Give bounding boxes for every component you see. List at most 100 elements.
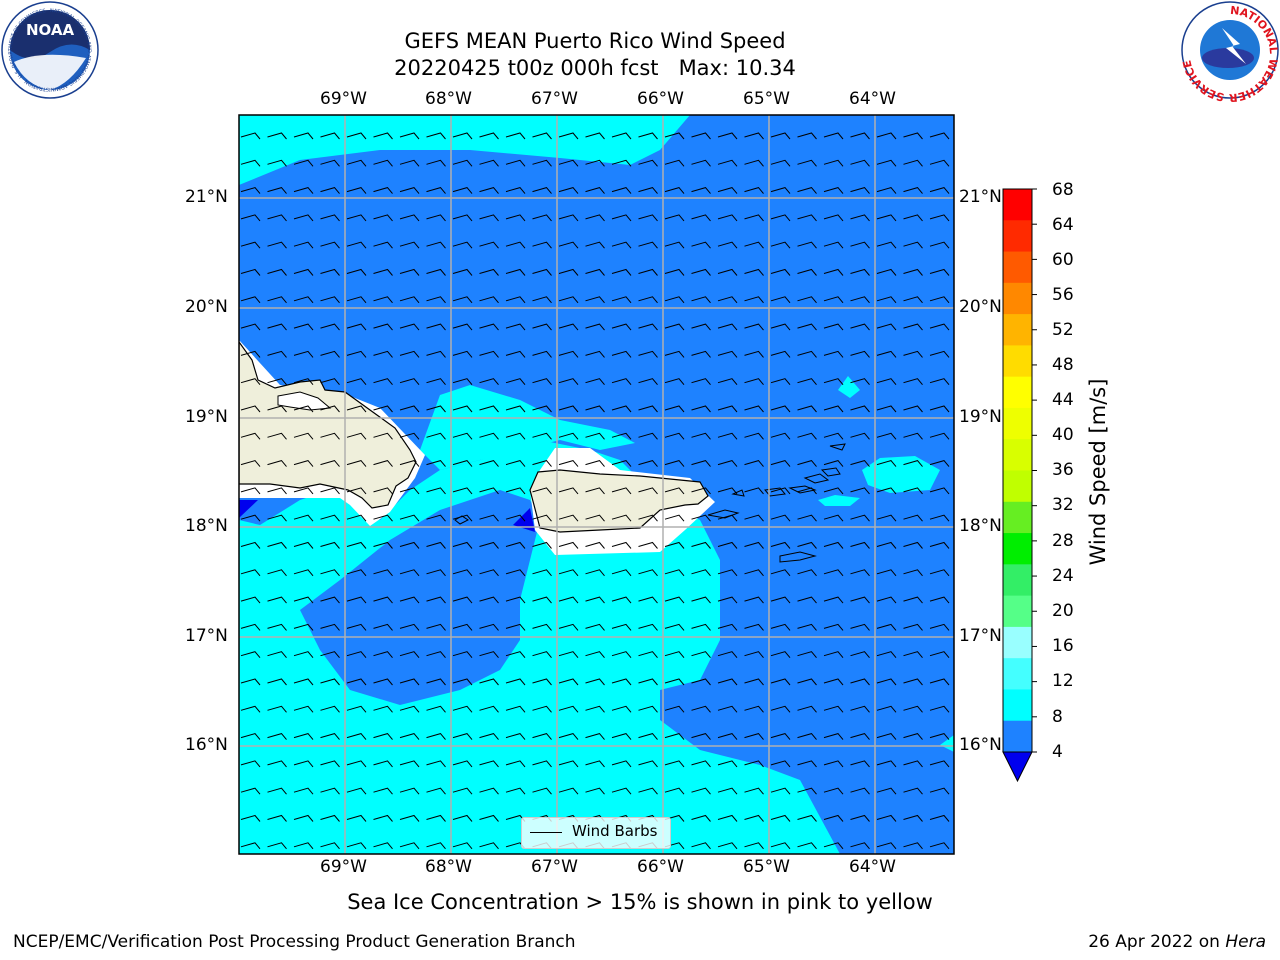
wind-barb [240, 214, 261, 222]
wind-barb [505, 651, 526, 659]
wind-barb [611, 405, 632, 413]
wind-barb [373, 159, 393, 167]
wind-barb [823, 541, 844, 549]
wind-barb [903, 487, 923, 495]
wind-barb [929, 350, 950, 358]
wind-barb [717, 432, 738, 440]
wind-barb [585, 241, 605, 249]
wind-barb [373, 569, 393, 577]
wind-barb [664, 623, 685, 631]
wind-barb [638, 296, 658, 304]
wind-barb [320, 541, 340, 549]
wind-barb [373, 541, 393, 549]
wind-barb [426, 405, 446, 413]
wind-barb [240, 350, 261, 358]
wind-barb [691, 432, 711, 440]
wind-barb [929, 132, 950, 140]
wind-barb [611, 378, 632, 386]
wind-barb [611, 268, 632, 276]
wind-barb [850, 514, 870, 522]
wind-barb [664, 487, 685, 495]
wind-barb [399, 268, 420, 276]
colorbar-tick: 40 [1052, 425, 1074, 445]
colorbar-tick: 12 [1052, 671, 1074, 691]
wind-barb [611, 705, 632, 713]
wind-barb [240, 487, 261, 495]
wind-barb [532, 623, 552, 631]
colorbar-segment [1003, 189, 1032, 221]
wind-barb [479, 159, 499, 167]
wind-barb [717, 651, 738, 659]
wind-barb [585, 651, 605, 659]
wind-barb [585, 705, 605, 713]
wind-barb [479, 132, 499, 140]
wind-barb [770, 651, 791, 659]
wind-barb [611, 596, 632, 604]
wind-barb [240, 623, 261, 631]
wind-barb [823, 296, 844, 304]
wind-barb [558, 678, 579, 686]
wind-barb [823, 760, 844, 768]
wind-barb [664, 432, 685, 440]
wind-barb [638, 596, 658, 604]
wind-barb [797, 296, 817, 304]
wind-barb [532, 268, 552, 276]
wind-barb [850, 132, 870, 140]
wind-barb [479, 514, 499, 522]
colorbar-tick: 32 [1052, 495, 1074, 515]
wind-barb [479, 405, 499, 413]
wind-barb [240, 842, 261, 850]
wind-barb [452, 487, 473, 495]
wind-barb [691, 268, 711, 276]
wind-barb [320, 405, 340, 413]
colorbar-segment [1003, 720, 1032, 753]
wind-barb [558, 760, 579, 768]
wind-barb [717, 296, 738, 304]
colorbar-tick: 8 [1052, 707, 1063, 727]
colorbar-tick: 56 [1052, 285, 1074, 305]
wind-barb [611, 569, 632, 577]
wind-barb [373, 623, 393, 631]
wind-8-12-virgin-patch [862, 456, 940, 493]
wind-barb [876, 814, 897, 822]
wind-barb [691, 460, 711, 467]
wind-barb [558, 514, 579, 522]
wind-barb [320, 596, 340, 604]
wind-barb [558, 460, 579, 467]
wind-barb [532, 569, 552, 577]
wind-barb [267, 296, 287, 304]
wind-barb [823, 623, 844, 631]
wind-barb [452, 405, 473, 413]
colorbar-segment [1003, 564, 1032, 597]
wind-barb [823, 678, 844, 686]
wind-barb [399, 705, 420, 713]
wind-barb [452, 787, 473, 795]
wind-barb [823, 733, 844, 740]
wind-barb [638, 460, 658, 467]
wind-barb [664, 350, 685, 358]
wind-barb [505, 241, 526, 249]
wind-barb [426, 378, 446, 386]
wind-barb [638, 787, 658, 795]
wind-barb [876, 623, 897, 631]
chart-subtitle: 20220425 t00z 000h fcst Max: 10.34 [394, 56, 796, 80]
wind-barb [770, 842, 791, 850]
wind-barb [611, 787, 632, 795]
wind-barb [558, 159, 579, 167]
wind-barb [638, 350, 658, 358]
wind-barb [664, 760, 685, 768]
wind-barb [346, 569, 367, 577]
wind-barb [770, 432, 791, 440]
wind-barb [346, 350, 367, 358]
wind-barb [373, 651, 393, 659]
wind-barb [638, 132, 658, 140]
wind-barb [452, 569, 473, 577]
lat-tick: 18°N [185, 516, 228, 536]
wind-barb [505, 268, 526, 276]
wind-barb [797, 159, 817, 167]
wind-barb [770, 623, 791, 631]
wind-barb [664, 514, 685, 522]
wind-barb [823, 651, 844, 659]
wind-barb [929, 159, 950, 167]
wind-barb [744, 405, 764, 413]
